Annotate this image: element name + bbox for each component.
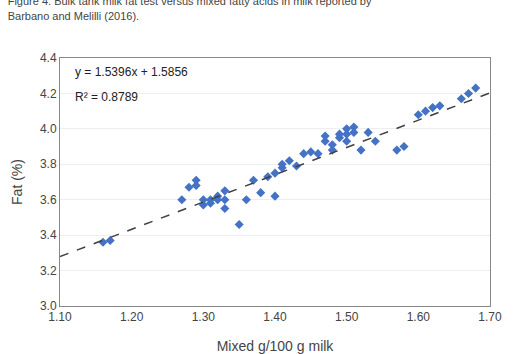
svg-text:1.10: 1.10 xyxy=(48,310,72,324)
svg-text:3.2: 3.2 xyxy=(40,264,57,278)
svg-text:3.0: 3.0 xyxy=(40,299,57,313)
svg-text:1.70: 1.70 xyxy=(478,310,502,324)
svg-text:3.8: 3.8 xyxy=(40,157,57,171)
svg-text:3.4: 3.4 xyxy=(40,228,57,242)
svg-text:1.40: 1.40 xyxy=(263,310,287,324)
svg-text:4.2: 4.2 xyxy=(40,87,57,101)
svg-text:1.20: 1.20 xyxy=(120,310,144,324)
svg-text:3.6: 3.6 xyxy=(40,193,57,207)
svg-text:1.50: 1.50 xyxy=(335,310,359,324)
svg-text:Figure 4. Bulk tank milk fat t: Figure 4. Bulk tank milk fat test versus… xyxy=(8,0,372,22)
svg-text:Mixed g/100 g milk: Mixed g/100 g milk xyxy=(217,338,335,354)
svg-text:4.0: 4.0 xyxy=(40,122,57,136)
svg-text:1.60: 1.60 xyxy=(407,310,431,324)
svg-text:R² = 0.8789: R² = 0.8789 xyxy=(75,90,138,104)
svg-text:Fat (%): Fat (%) xyxy=(9,159,25,205)
svg-text:y = 1.5396x + 1.5856: y = 1.5396x + 1.5856 xyxy=(75,65,188,79)
svg-text:4.4: 4.4 xyxy=(40,51,57,65)
svg-text:1.30: 1.30 xyxy=(192,310,216,324)
